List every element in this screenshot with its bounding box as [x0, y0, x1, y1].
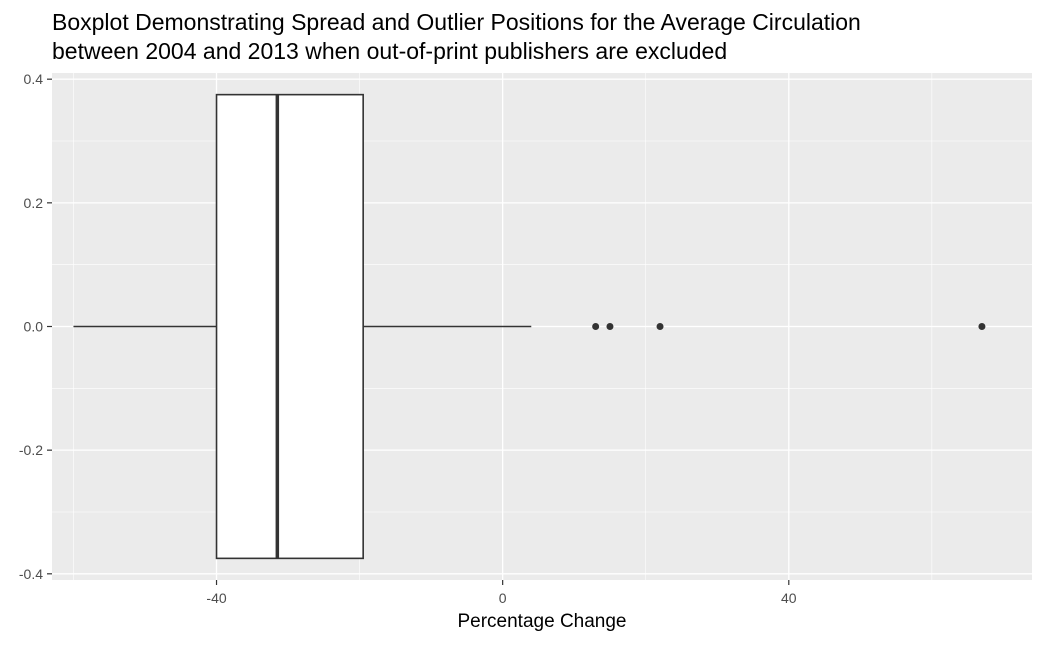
chart-title: Boxplot Demonstrating Spread and Outlier… — [52, 8, 1032, 66]
chart-title-line-2: between 2004 and 2013 when out-of-print … — [52, 38, 728, 64]
outlier-point — [606, 323, 614, 330]
y-tick-label: -0.2 — [19, 442, 43, 458]
x-tick-label: -40 — [206, 590, 226, 606]
outlier-point — [592, 323, 600, 330]
y-tick-label: 0.2 — [24, 195, 44, 211]
y-tick-label: -0.4 — [19, 566, 43, 582]
box-iqr — [215, 93, 364, 560]
x-tick-label: 40 — [781, 590, 797, 606]
x-axis-label: Percentage Change — [457, 611, 627, 632]
outlier-point — [978, 323, 986, 330]
x-tick-label: 0 — [499, 590, 507, 606]
outlier-point — [656, 323, 664, 330]
y-tick-label: 0.4 — [24, 71, 44, 87]
chart-title-line-1: Boxplot Demonstrating Spread and Outlier… — [52, 9, 861, 35]
y-tick-label: 0.0 — [24, 319, 44, 335]
